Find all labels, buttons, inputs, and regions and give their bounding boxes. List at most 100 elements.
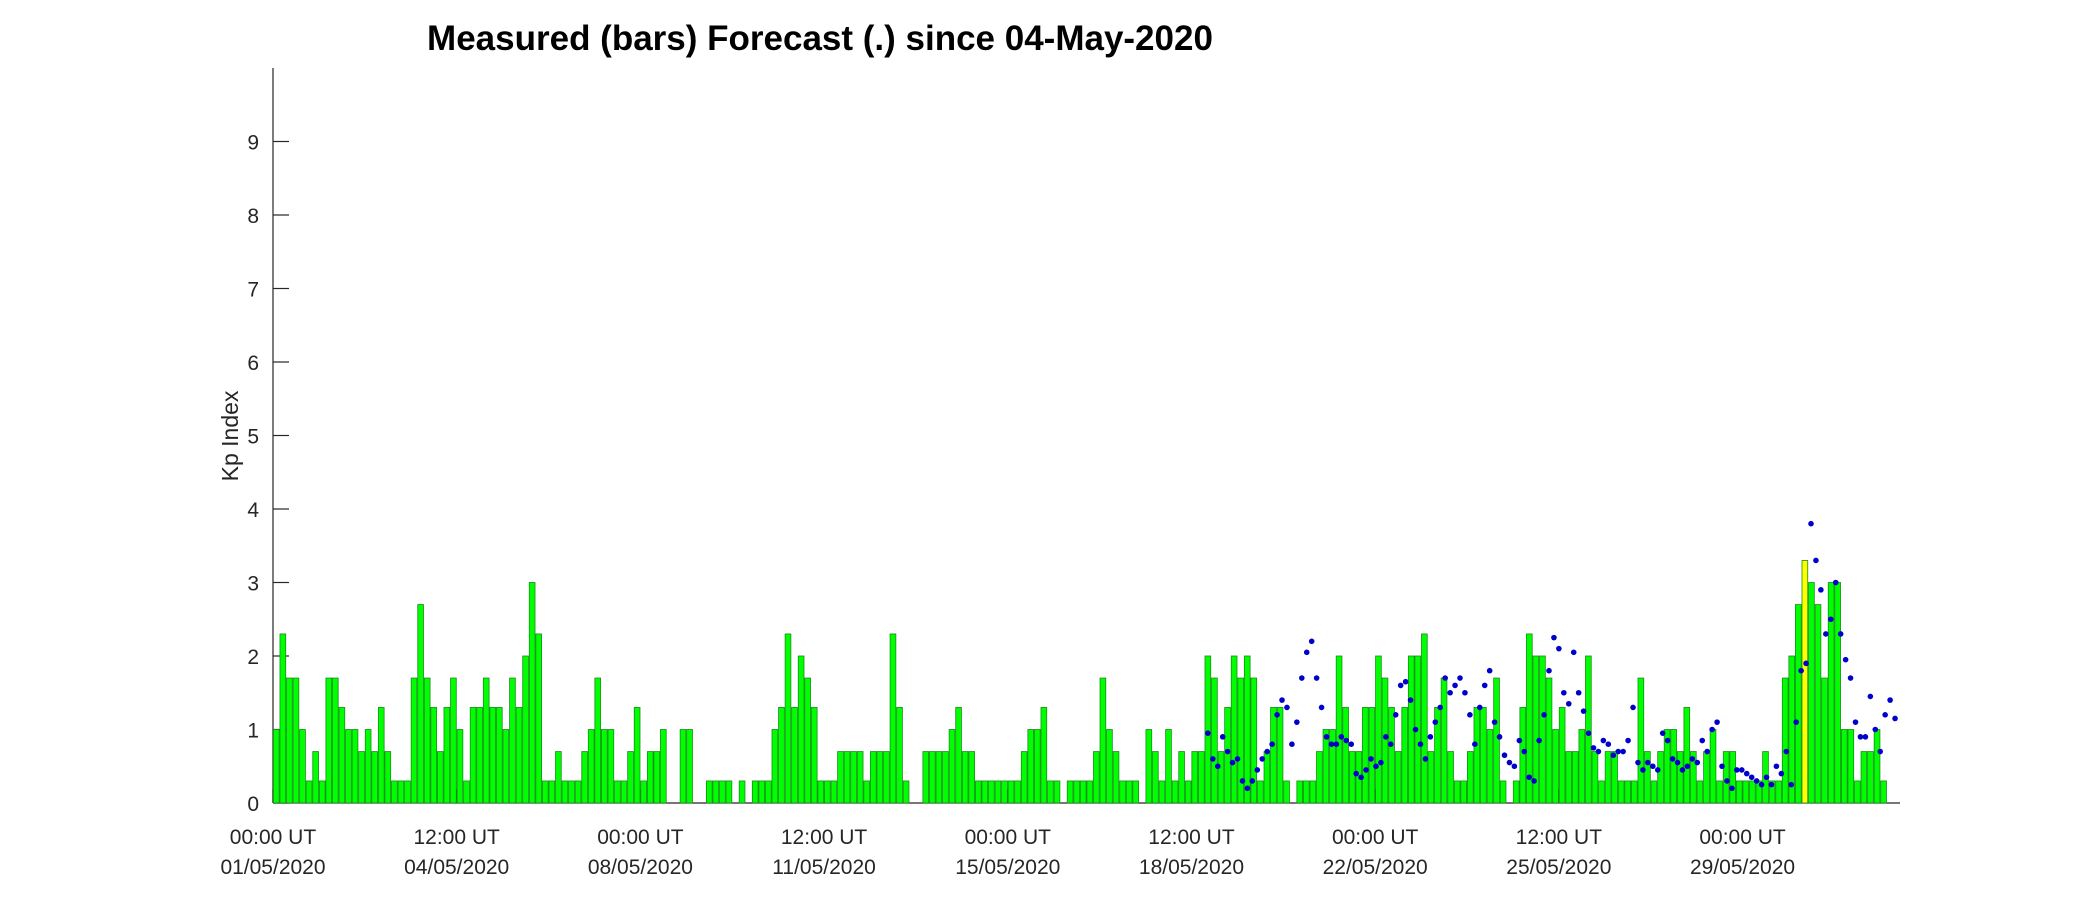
kp-bar <box>1781 677 1789 804</box>
kp-bar <box>1545 677 1553 804</box>
x-tick-label-time: 00:00 UT <box>965 826 1052 849</box>
forecast-dot <box>1738 767 1745 773</box>
kp-bar <box>1749 780 1756 804</box>
kp-bar <box>824 780 831 804</box>
forecast-dot <box>1709 726 1715 733</box>
kp-bar <box>843 751 851 804</box>
kp-bar <box>1224 707 1231 804</box>
forecast-dot <box>1600 737 1607 744</box>
kp-bar <box>1486 729 1494 804</box>
kp-bar <box>496 707 503 804</box>
forecast-dot <box>1476 704 1483 711</box>
kp-bar <box>279 633 287 804</box>
kp-bar <box>1079 780 1087 804</box>
kp-bar <box>1283 780 1290 804</box>
forecast-dot <box>1798 667 1804 674</box>
kp-bar <box>994 780 1002 804</box>
kp-bar <box>988 780 995 804</box>
forecast-dot <box>1546 667 1552 674</box>
forecast-dot <box>1867 693 1874 700</box>
forecast-dot <box>1852 719 1859 725</box>
kp-bar <box>581 751 588 804</box>
y-tick-label: 5 <box>247 426 259 449</box>
kp-bar <box>1742 780 1750 804</box>
kp-bar <box>751 780 759 804</box>
forecast-dot <box>1887 697 1893 703</box>
forecast-dot <box>1447 689 1453 696</box>
forecast-dot <box>1763 774 1770 781</box>
kp-bar <box>430 707 438 804</box>
kp-bar <box>1814 604 1822 804</box>
forecast-dot <box>1620 748 1626 755</box>
forecast-dot <box>1294 719 1300 725</box>
kp-bar <box>338 707 346 804</box>
forecast-dot <box>1313 675 1320 681</box>
kp-bar <box>771 729 779 804</box>
kp-bar <box>1316 751 1323 804</box>
forecast-dot <box>1417 741 1424 747</box>
kp-bar <box>1808 582 1815 804</box>
kp-bar <box>1178 751 1185 804</box>
kp-bar <box>1381 677 1389 804</box>
kp-bar <box>469 707 477 804</box>
kp-bar <box>1027 729 1035 804</box>
forecast-dot <box>1561 689 1567 696</box>
forecast-dot <box>1719 763 1725 770</box>
y-tick-label: 4 <box>247 499 259 522</box>
forecast-dot <box>1758 781 1765 788</box>
kp-bar <box>1696 780 1704 804</box>
forecast-dot <box>1511 763 1518 770</box>
forecast-dot <box>1269 741 1275 747</box>
measured-bars <box>272 560 1887 804</box>
kp-bar <box>1421 633 1428 804</box>
forecast-dot <box>1808 520 1814 527</box>
forecast-dot <box>1274 712 1280 718</box>
kp-bar <box>883 751 890 804</box>
forecast-dot <box>1536 737 1542 744</box>
x-tick-label-time: 00:00 UT <box>1332 826 1419 849</box>
kp-bar <box>1670 729 1677 804</box>
forecast-dots <box>1205 520 1898 792</box>
kp-bar <box>1270 707 1277 804</box>
kp-bar <box>1243 655 1251 804</box>
kp-bar <box>804 677 811 804</box>
forecast-dot <box>1818 587 1824 593</box>
forecast-dot <box>1402 678 1409 685</box>
y-tick-label: 6 <box>247 352 259 375</box>
kp-bar <box>1335 655 1343 804</box>
kp-bar <box>1847 729 1855 804</box>
forecast-dot <box>1654 767 1661 773</box>
kp-bar <box>876 751 884 804</box>
forecast-dot <box>1813 557 1819 564</box>
kp-bar <box>1302 780 1310 804</box>
kp-bar <box>305 780 313 804</box>
kp-bar <box>686 729 693 804</box>
kp-bar <box>765 780 772 804</box>
kp-bar <box>1158 780 1166 804</box>
kp-bar <box>1617 780 1625 804</box>
forecast-dot <box>1284 704 1290 711</box>
kp-bar <box>1611 751 1618 804</box>
kp-bar <box>1093 751 1100 804</box>
forecast-dot <box>1575 689 1582 696</box>
forecast-dot <box>1635 759 1641 766</box>
forecast-dot <box>1734 767 1740 773</box>
kp-bar <box>417 604 424 804</box>
forecast-dot <box>1565 700 1572 707</box>
kp-bar <box>1709 729 1717 804</box>
forecast-dot <box>1383 734 1389 740</box>
forecast-dot <box>1645 759 1651 766</box>
forecast-dot <box>1650 763 1656 770</box>
forecast-dot <box>1882 712 1888 718</box>
y-tick-label: 9 <box>247 132 259 155</box>
kp-bar <box>1001 780 1008 804</box>
kp-bar <box>1368 707 1376 804</box>
kp-bar <box>1631 780 1638 804</box>
kp-bar <box>1539 655 1546 804</box>
forecast-dot <box>1501 752 1508 759</box>
kp-bar <box>935 751 943 804</box>
forecast-dot <box>1778 770 1785 777</box>
kp-bar <box>1598 780 1605 804</box>
kp-bar <box>299 729 306 804</box>
